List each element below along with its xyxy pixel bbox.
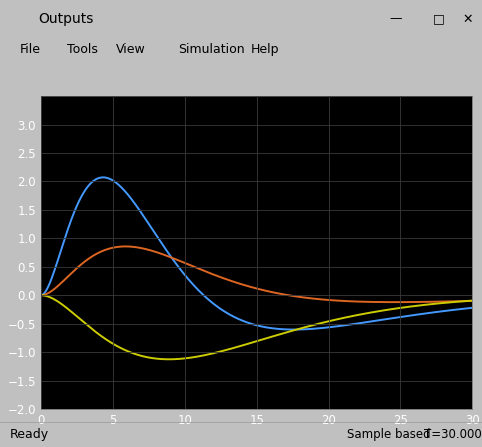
Text: File: File <box>19 42 40 56</box>
Text: Tools: Tools <box>67 42 98 56</box>
Text: ✕: ✕ <box>462 13 473 25</box>
Text: □: □ <box>433 13 444 25</box>
Text: Simulation: Simulation <box>178 42 245 56</box>
Text: Outputs: Outputs <box>39 12 94 26</box>
Text: View: View <box>116 42 146 56</box>
Text: Ready: Ready <box>10 428 49 441</box>
Text: —: — <box>389 13 402 25</box>
Text: Help: Help <box>251 42 279 56</box>
Text: Sample based: Sample based <box>347 428 430 441</box>
Text: T=30.000: T=30.000 <box>424 428 482 441</box>
